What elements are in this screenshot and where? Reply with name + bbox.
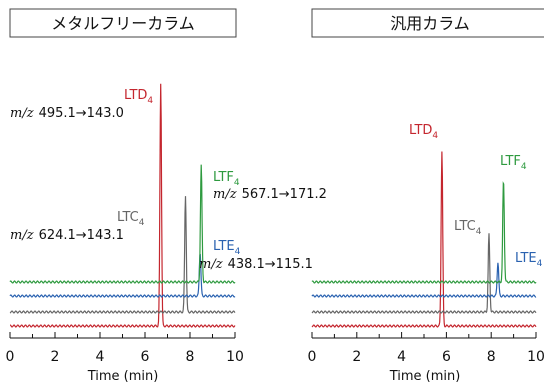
panel-2-x-tick-label: 2 [352, 349, 361, 365]
panel-2-header: 汎用カラム [311, 8, 544, 38]
panel-2-x-tick-label: 0 [308, 349, 317, 365]
panel-2-trace-lte4 [311, 262, 537, 298]
panel-2-title: 汎用カラム [390, 14, 470, 33]
panel-2-ltd4-label-sub: 4 [432, 131, 438, 141]
panel-2-trace-ltd4 [311, 151, 537, 328]
panel-1-lte4-mz-prefix: m/z [199, 257, 223, 272]
panel-1-ltc4-mz: m/z 624.1→143.1 [10, 228, 124, 243]
panel-2-x-tick-label: 8 [487, 349, 496, 365]
panel-1-lte4-mz-value: 438.1→115.1 [228, 257, 313, 272]
panel-2-ltf4-label-main: LTF [500, 154, 521, 169]
panel-1-ltc4-label-sub: 4 [139, 218, 145, 228]
panel-2-traces [311, 151, 537, 328]
panel-1-ltd4-label-sub: 4 [147, 96, 153, 106]
panel-2-header-box [311, 8, 544, 38]
panel-1-trace-lte4 [9, 253, 236, 298]
panel-1-title: メタルフリーカラム [51, 14, 195, 33]
panel-1-x-tick-label: 4 [96, 349, 105, 365]
panel-1-x-tick-label: 0 [6, 349, 15, 365]
panel-1-header-box [9, 8, 237, 38]
panel-1-ltf4-label-main: LTF [213, 170, 234, 185]
panel-1-ltf4-mz-value: 567.1→171.2 [242, 187, 327, 202]
panel-2-trace-ltf4 [311, 181, 537, 284]
panel-1-x-tick-label: 6 [141, 349, 150, 365]
panel-2-lte4-label-sub: 4 [537, 259, 543, 269]
panel-1-ltc4-mz-value: 624.1→143.1 [39, 228, 124, 243]
panel-1-trace-ltd4 [9, 83, 236, 328]
panel-1-lte4-mz: m/z 438.1→115.1 [199, 257, 313, 272]
panel-2-x-axis-label: Time (min) [389, 369, 461, 383]
panel-1-ltd4-label-main: LTD [124, 88, 147, 103]
panel-1-ltf4-label: LTF4 [213, 170, 240, 188]
panel-2-lte4-label-main: LTE [515, 251, 537, 266]
panel-1-ltc4-mz-prefix: m/z [10, 228, 34, 243]
panel-1-trace-ltc4 [9, 196, 236, 314]
panel-1-ltd4-label: LTD4 [124, 88, 153, 106]
panel-1-ltf4-mz-prefix: m/z [213, 187, 237, 202]
panel-2-lte4-label: LTE4 [515, 251, 543, 269]
panel-2-ltd4-label-main: LTD [409, 123, 432, 138]
panel-1-x-axis: 0 2 4 6 8 10 [6, 332, 244, 365]
panel-2-ltc4-label-sub: 4 [476, 227, 482, 237]
panel-1-ltc4-label-main: LTC [117, 210, 139, 225]
panel-2-x-tick-label: 4 [397, 349, 406, 365]
panel-2-ltc4-label-main: LTC [454, 219, 476, 234]
panel-2-ltd4-label: LTD4 [409, 123, 438, 141]
panel-1-ltd4-mz-prefix: m/z [10, 106, 34, 121]
panel-1-lte4-label-sub: 4 [235, 247, 241, 257]
panel-2-x-tick-label: 10 [527, 349, 544, 365]
panel-1-lte4-label: LTE4 [213, 239, 241, 257]
panel-1-traces [9, 83, 236, 328]
panel-2-ltf4-label-sub: 4 [521, 162, 527, 172]
panel-1-lte4-label-main: LTE [213, 239, 235, 254]
panel-2-ltf4-label: LTF4 [500, 154, 527, 172]
panel-1-ltd4-mz-value: 495.1→143.0 [39, 106, 124, 121]
panel-1-header: メタルフリーカラム [9, 8, 237, 38]
panel-1-x-axis-label: Time (min) [87, 369, 159, 383]
panel-1-ltc4-label: LTC4 [117, 210, 145, 228]
panel-1-x-tick-label: 10 [226, 349, 244, 365]
panel-2-x-axis: 0 2 4 6 8 10 [308, 332, 544, 365]
panel-1-ltd4-mz: m/z 495.1→143.0 [10, 106, 124, 121]
panel-1-x-tick-label: 2 [51, 349, 60, 365]
panel-1-trace-ltf4 [9, 164, 236, 284]
panel-2-ltc4-label: LTC4 [454, 219, 482, 237]
panel-2-x-tick-label: 6 [442, 349, 451, 365]
panel-2-trace-ltc4 [311, 233, 537, 314]
panel-1-x-tick-label: 8 [186, 349, 195, 365]
panel-1-ltf4-label-sub: 4 [234, 178, 240, 188]
panel-1-ltf4-mz: m/z 567.1→171.2 [213, 187, 327, 202]
